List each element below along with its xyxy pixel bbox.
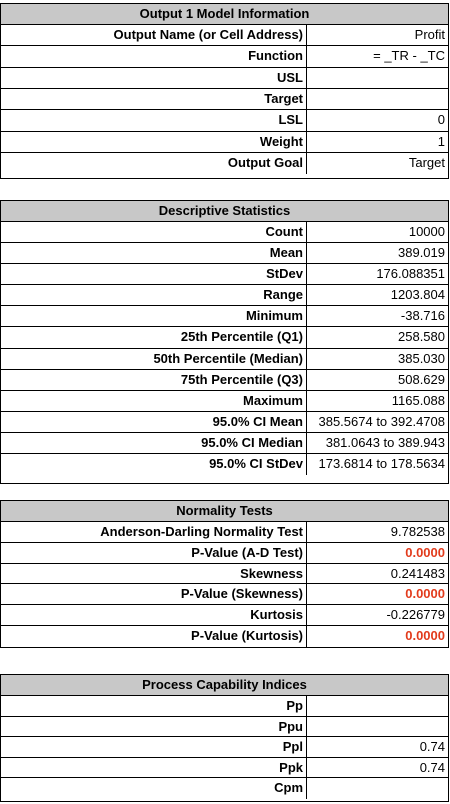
- table-row: Function = _TR - _TC: [1, 46, 448, 68]
- row-label: Minimum: [1, 306, 307, 327]
- row-value[interactable]: 258.580: [398, 329, 445, 345]
- table-row: Mean 389.019: [1, 243, 448, 265]
- table-row: LSL 0: [1, 110, 448, 132]
- row-value[interactable]: -0.226779: [386, 607, 445, 623]
- row-label: P-Value (Skewness): [1, 584, 307, 605]
- process-capability-table: Process Capability Indices Pp Ppu Ppl 0.7…: [0, 674, 449, 802]
- row-label: Function: [1, 46, 307, 67]
- table-row: Cpm: [1, 778, 448, 799]
- row-value[interactable]: 10000: [408, 224, 445, 239]
- table-row: P-Value (A-D Test) 0.0000: [1, 542, 448, 564]
- table-row: P-Value (Kurtosis) 0.0000: [1, 625, 448, 647]
- row-value[interactable]: 1: [437, 133, 445, 149]
- table-row: Count 10000: [1, 222, 448, 244]
- table-row: Output Goal Target: [1, 153, 448, 175]
- row-label: Skewness: [1, 563, 307, 584]
- row-label: Count: [1, 222, 307, 243]
- process-capability-header: Process Capability Indices: [1, 675, 448, 696]
- model-information-table: Output 1 Model Information Output Name (…: [0, 3, 449, 179]
- table-row: Weight 1: [1, 131, 448, 154]
- row-value[interactable]: 381.0643 to 389.943: [325, 434, 445, 450]
- row-label: Weight: [1, 131, 307, 153]
- row-label: P-Value (A-D Test): [1, 542, 307, 563]
- table-row: Target: [1, 89, 448, 111]
- table-row: 25th Percentile (Q1) 258.580: [1, 327, 448, 349]
- table-row: Kurtosis -0.226779: [1, 605, 448, 626]
- row-label: Ppu: [1, 716, 307, 737]
- table-row: StDev 176.088351: [1, 264, 448, 286]
- row-value[interactable]: 1165.088: [391, 392, 445, 408]
- row-label: Output Name (or Cell Address): [1, 25, 307, 46]
- row-value[interactable]: 0.74: [419, 739, 445, 755]
- row-label: Pp: [1, 696, 307, 716]
- row-label: Ppk: [1, 757, 307, 778]
- table-row: Ppk 0.74: [1, 757, 448, 779]
- row-label: LSL: [1, 110, 307, 131]
- table-row: 95.0% CI StDev 173.6814 to 178.5634: [1, 454, 448, 476]
- row-label: Output Goal: [1, 153, 307, 175]
- row-value[interactable]: 176.088351: [376, 266, 445, 282]
- row-value[interactable]: [307, 89, 448, 109]
- row-value[interactable]: [307, 717, 448, 737]
- row-value[interactable]: = _TR - _TC: [373, 48, 445, 64]
- normality-tests-header: Normality Tests: [1, 501, 448, 522]
- table-row: Minimum -38.716: [1, 306, 448, 328]
- row-value[interactable]: Profit: [414, 27, 445, 42]
- row-label: 95.0% CI Median: [1, 432, 307, 454]
- p-value-highlight[interactable]: 0.0000: [405, 586, 445, 602]
- row-value[interactable]: 389.019: [398, 245, 445, 261]
- row-value[interactable]: 0: [437, 112, 445, 128]
- row-label: 95.0% CI StDev: [1, 454, 307, 476]
- descriptive-statistics-table: Descriptive Statistics Count 10000 Mean 38…: [0, 200, 449, 484]
- table-row: Range 1203.804: [1, 285, 448, 307]
- p-value-highlight[interactable]: 0.0000: [405, 544, 445, 560]
- table-row: Ppl 0.74: [1, 737, 448, 758]
- row-label: USL: [1, 67, 307, 89]
- table-row: USL: [1, 67, 448, 90]
- row-label: Kurtosis: [1, 605, 307, 625]
- row-label: Anderson-Darling Normality Test: [1, 522, 307, 542]
- table-row: Output Name (or Cell Address) Profit: [1, 25, 448, 47]
- table-row: Ppu: [1, 716, 448, 738]
- table-row: 75th Percentile (Q3) 508.629: [1, 369, 448, 391]
- table-row: 50th Percentile (Median) 385.030: [1, 348, 448, 370]
- row-label: Cpm: [1, 778, 307, 799]
- row-value[interactable]: Target: [408, 155, 445, 171]
- row-value[interactable]: [307, 68, 448, 88]
- normality-tests-table: Normality Tests Anderson-Darling Normali…: [0, 500, 449, 648]
- row-label: P-Value (Kurtosis): [1, 625, 307, 647]
- table-row: Pp: [1, 696, 448, 717]
- model-information-header: Output 1 Model Information: [1, 4, 448, 25]
- row-value[interactable]: 9.782538: [390, 524, 445, 539]
- row-value[interactable]: 1203.804: [390, 287, 445, 303]
- row-label: 95.0% CI Mean: [1, 411, 307, 432]
- row-label: 25th Percentile (Q1): [1, 327, 307, 348]
- table-row: Skewness 0.241483: [1, 563, 448, 585]
- descriptive-statistics-header: Descriptive Statistics: [1, 201, 448, 222]
- row-value[interactable]: 385.030: [398, 350, 445, 366]
- table-row: 95.0% CI Mean 385.5674 to 392.4708: [1, 411, 448, 433]
- row-value[interactable]: [307, 696, 448, 716]
- row-label: 50th Percentile (Median): [1, 348, 307, 369]
- row-label: Mean: [1, 243, 307, 264]
- row-label: StDev: [1, 264, 307, 285]
- row-value[interactable]: 0.74: [419, 759, 445, 775]
- table-row: P-Value (Skewness) 0.0000: [1, 584, 448, 606]
- row-value[interactable]: 0.241483: [390, 565, 445, 581]
- row-label: 75th Percentile (Q3): [1, 369, 307, 390]
- table-row: Maximum 1165.088: [1, 390, 448, 412]
- p-value-highlight[interactable]: 0.0000: [405, 627, 445, 643]
- row-value[interactable]: -38.716: [400, 308, 445, 324]
- table-row: 95.0% CI Median 381.0643 to 389.943: [1, 432, 448, 455]
- row-value[interactable]: 173.6814 to 178.5634: [318, 456, 445, 472]
- row-value[interactable]: 508.629: [398, 371, 445, 387]
- row-label: Target: [1, 89, 307, 110]
- row-value[interactable]: [307, 778, 448, 799]
- row-label: Maximum: [1, 390, 307, 411]
- row-label: Range: [1, 285, 307, 306]
- table-row: Anderson-Darling Normality Test 9.782538: [1, 522, 448, 543]
- row-label: Ppl: [1, 737, 307, 757]
- row-value[interactable]: 385.5674 to 392.4708: [318, 413, 445, 429]
